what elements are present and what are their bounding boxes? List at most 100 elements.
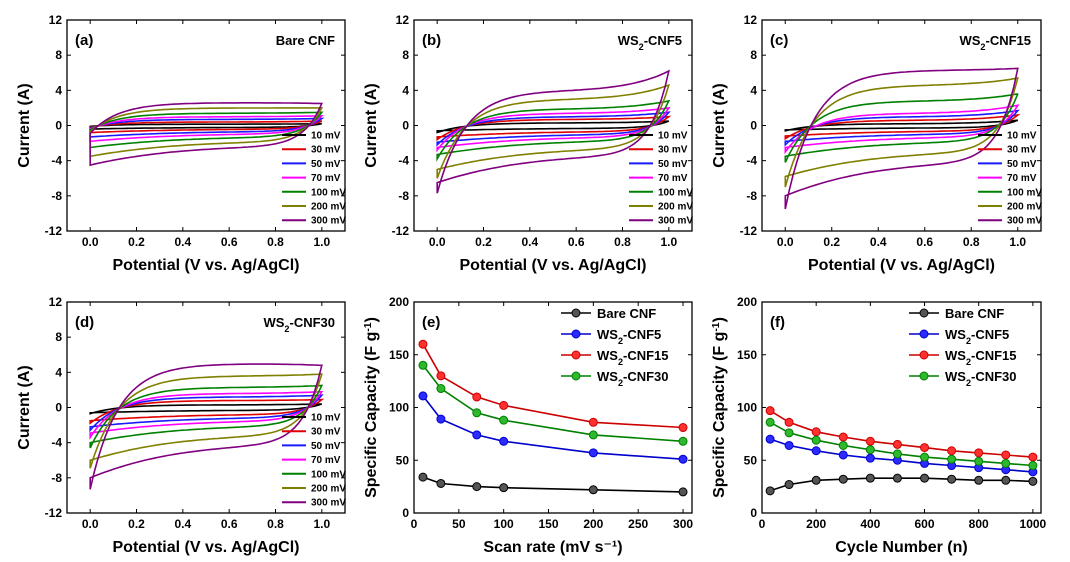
x-tick-label: 0.8 [267, 517, 284, 531]
legend-marker [571, 308, 581, 318]
x-tick-label: 100 [494, 517, 514, 531]
data-point [765, 486, 775, 496]
legend-label: WS2-CNF5 [597, 327, 661, 346]
cv-loop-100mV [89, 111, 324, 149]
panel-label: (b) [422, 32, 441, 49]
cv-loop-10mV [89, 403, 323, 415]
series-line [422, 476, 684, 493]
cv-loop-300mV [784, 67, 1019, 210]
data-point [838, 474, 848, 484]
legend-label: 30 mV [658, 145, 688, 156]
x-tick-label: 1.0 [1009, 235, 1026, 249]
cv-loop-100mV [784, 93, 1019, 163]
x-axis-title: Cycle Number (n) [835, 539, 967, 556]
x-axis-title: Scan rate (mV s⁻¹) [483, 539, 622, 556]
y-tick-label: 0 [55, 119, 62, 133]
series-line [422, 364, 684, 443]
legend-marker [571, 329, 581, 339]
cv-loop-10mV [89, 122, 322, 130]
panel-title: WS2-CNF5 [618, 33, 682, 52]
data-point [784, 428, 794, 438]
legend-label: 10 mV [658, 131, 688, 142]
x-tick-label: 0.6 [221, 517, 238, 531]
data-point [811, 475, 821, 485]
x-tick-label: 0.2 [475, 235, 492, 249]
x-tick-label: 200 [806, 517, 826, 531]
y-tick-label: -4 [51, 436, 62, 450]
y-tick-label: 50 [744, 453, 758, 467]
panel-label: (a) [75, 32, 93, 49]
legend-marker [919, 350, 929, 360]
x-tick-label: 1000 [1020, 517, 1047, 531]
legend-label: 50 mV [311, 441, 341, 452]
legend-label: 100 mV [311, 187, 346, 198]
y-tick-label: -8 [51, 189, 62, 203]
data-point [418, 391, 428, 401]
x-tick-label: 250 [628, 517, 648, 531]
capacity-panel: 0 200 400 600 800 1000 0 50 100 150 200 Cycle Numbe… [711, 295, 1047, 556]
cv-loop-200mV [784, 76, 1019, 188]
cv-loop-30mV [436, 115, 672, 142]
data-point [1028, 476, 1038, 486]
legend-label: 200 mV [658, 202, 693, 213]
cv-loop-100mV [436, 99, 671, 162]
legend-label: 300 mV [658, 216, 693, 227]
cv-loop-300mV [89, 102, 324, 167]
y-tick-label: 4 [402, 83, 409, 97]
data-point [678, 454, 688, 464]
x-tick-label: 0.6 [221, 235, 238, 249]
cv-loop-70mV [784, 104, 1020, 155]
data-point [947, 454, 957, 464]
y-tick-label: 4 [750, 83, 757, 97]
x-tick-label: 300 [673, 517, 693, 531]
panel-label: (d) [75, 314, 94, 331]
legend-label: 70 mV [658, 173, 688, 184]
y-tick-label: 50 [396, 453, 410, 467]
y-tick-label: 0 [402, 119, 409, 133]
legend-label: 200 mV [311, 484, 346, 495]
data-point [765, 417, 775, 427]
cv-loop-200mV [436, 83, 671, 179]
y-tick-label: 200 [737, 295, 757, 309]
legend-label: 30 mV [311, 145, 341, 156]
y-tick-label: 0 [402, 506, 409, 520]
series-line [422, 395, 684, 460]
data-point [892, 439, 902, 449]
data-point [974, 448, 984, 458]
data-point [1001, 458, 1011, 468]
x-tick-label: 0.4 [870, 235, 887, 249]
legend-marker [571, 350, 581, 360]
y-tick-label: 0 [55, 401, 62, 415]
x-tick-label: 200 [583, 517, 603, 531]
x-tick-label: 400 [860, 517, 880, 531]
cv-loop-30mV [89, 120, 323, 134]
y-axis-title: Current (A) [16, 83, 33, 167]
data-point [765, 406, 775, 416]
data-point [588, 485, 598, 495]
x-tick-label: 0.2 [128, 517, 145, 531]
data-point [892, 473, 902, 483]
data-point [418, 472, 428, 482]
data-point [1001, 475, 1011, 485]
legend-label: 50 mV [1007, 159, 1037, 170]
cv-loop-300mV [89, 363, 323, 490]
data-point [811, 435, 821, 445]
data-point [974, 475, 984, 485]
data-point [472, 408, 482, 418]
cv-loop-50mV [436, 111, 671, 147]
data-point [588, 417, 598, 427]
cv-loop-50mV [89, 117, 325, 138]
data-point [678, 423, 688, 433]
data-point [865, 473, 875, 483]
cv-loop-200mV [89, 107, 324, 158]
legend-label: 30 mV [311, 427, 341, 438]
panel-title: WS2-CNF15 [959, 33, 1031, 52]
data-point [1028, 461, 1038, 471]
legend-label: 70 mV [311, 173, 341, 184]
x-tick-label: 150 [539, 517, 559, 531]
capacity-panel: 0 50 100 150 200 250 300 0 50 100 150 200 Scan rate … [363, 295, 694, 556]
y-tick-label: 100 [737, 401, 757, 415]
y-tick-label: -8 [746, 189, 757, 203]
legend-label: WS2-CNF30 [945, 369, 1017, 388]
data-point [892, 449, 902, 459]
